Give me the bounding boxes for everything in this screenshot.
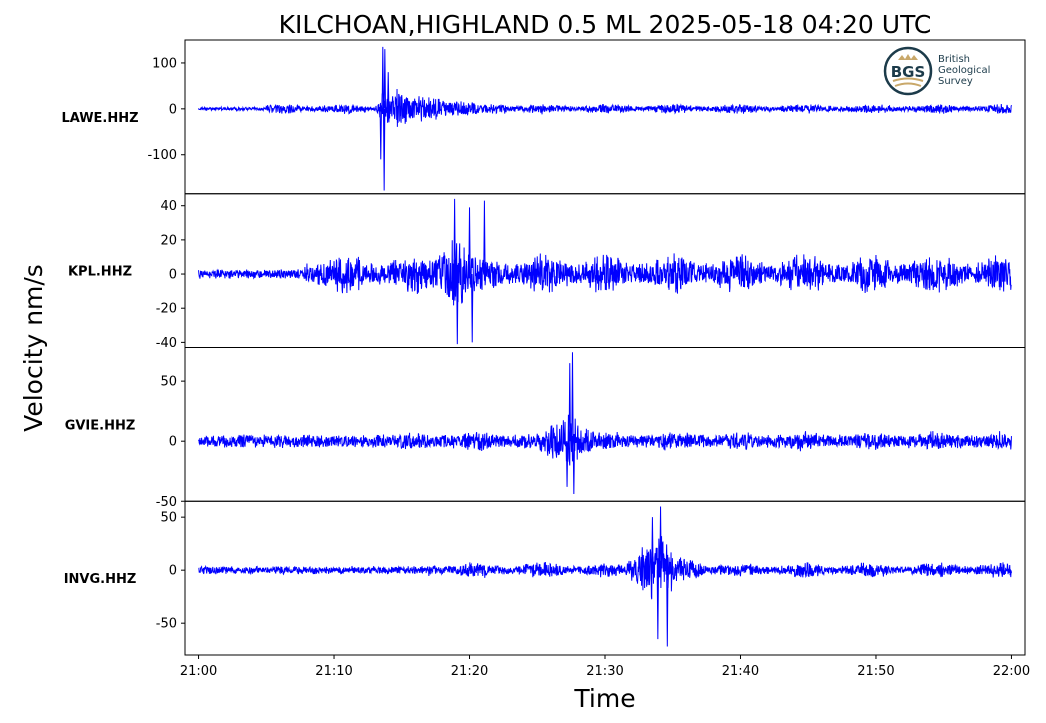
x-tick-label: 21:00	[180, 664, 217, 679]
y-tick-label: 0	[169, 102, 177, 117]
y-tick-label: -50	[156, 495, 177, 510]
waveform-panels: 100 0 -100 LAWE.HHZ 40 20 0 -20 -40 KPL.HHZ 50 0 -50…	[61, 39, 1026, 656]
y-tick-label: 100	[152, 56, 177, 71]
panel-gvie-hhz: 50 0 -50 GVIE.HHZ	[65, 347, 1026, 510]
x-tick-label: 22:00	[993, 664, 1030, 679]
y-tick-label: 50	[160, 375, 177, 390]
y-tick-label: -100	[147, 148, 177, 163]
y-tick-label: 40	[160, 199, 177, 214]
y-tick-label: -20	[156, 302, 177, 317]
y-tick-label: 50	[160, 511, 177, 526]
panel-kpl-hhz: 40 20 0 -20 -40 KPL.HHZ	[68, 193, 1026, 351]
logo-badge-text: BGS	[891, 63, 926, 81]
waveform-line	[198, 46, 1012, 191]
station-label: GVIE.HHZ	[65, 418, 136, 433]
waveform-line	[198, 352, 1012, 495]
panel-lawe-hhz: 100 0 -100 LAWE.HHZ	[61, 39, 1026, 195]
chart-title: KILCHOAN,HIGHLAND 0.5 ML 2025-05-18 04:2…	[279, 10, 932, 39]
waveform-line	[198, 198, 1012, 345]
station-label: LAWE.HHZ	[61, 111, 138, 126]
x-axis: 21:00 21:10 21:20 21:30 21:40 21:50 22:00	[180, 655, 1030, 679]
y-tick-label: 0	[169, 564, 177, 579]
station-label: INVG.HHZ	[64, 572, 137, 587]
y-tick-label: 20	[160, 233, 177, 248]
x-tick-label: 21:50	[857, 664, 894, 679]
logo-ring	[883, 46, 933, 96]
crown-icon	[898, 54, 918, 60]
y-tick-label: -40	[156, 336, 177, 351]
x-tick-label: 21:20	[451, 664, 488, 679]
x-axis-label: Time	[573, 684, 635, 713]
y-tick-label: -50	[156, 617, 177, 632]
panel-frame	[184, 500, 1026, 656]
logo-wave	[892, 77, 924, 82]
x-tick-label: 21:10	[315, 664, 352, 679]
panel-frame	[184, 347, 1026, 502]
logo-text-line: Survey	[938, 76, 973, 87]
y-tick-label: 0	[169, 268, 177, 283]
x-tick-label: 21:40	[722, 664, 759, 679]
logo-text-line: Geological	[938, 65, 990, 76]
station-label: KPL.HHZ	[68, 265, 132, 280]
logo-wave	[894, 82, 922, 87]
x-tick-label: 21:30	[586, 664, 623, 679]
logo-text-line: British	[938, 54, 970, 65]
y-axis-label: Velocity nm/s	[19, 264, 48, 432]
y-tick-label: 0	[169, 435, 177, 450]
waveform-line	[198, 506, 1012, 647]
panel-invg-hhz: 50 0 -50 INVG.HHZ	[64, 500, 1026, 656]
